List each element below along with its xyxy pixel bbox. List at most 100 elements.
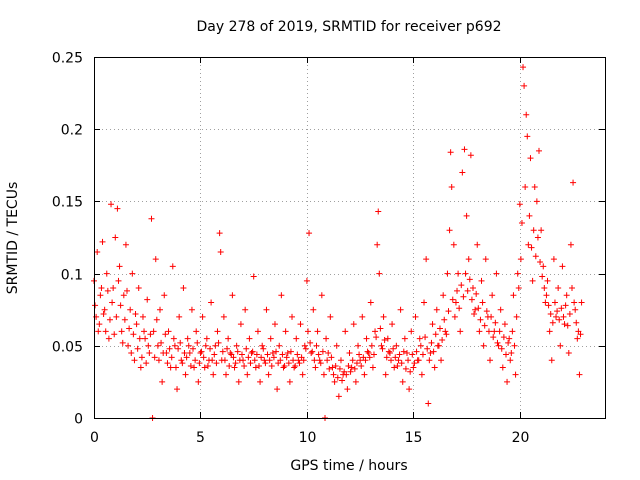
data-point (215, 339, 222, 346)
data-point (172, 364, 179, 371)
data-point (144, 296, 151, 303)
data-point (574, 335, 581, 342)
data-point (260, 345, 267, 352)
data-point (188, 306, 195, 313)
data-point (184, 335, 191, 342)
data-point (334, 374, 341, 381)
data-point (456, 305, 463, 312)
data-point (186, 350, 193, 357)
data-point (245, 354, 252, 361)
data-point (490, 334, 497, 341)
data-point (409, 351, 416, 358)
data-point (517, 256, 524, 263)
data-point (380, 313, 387, 320)
data-point (249, 348, 256, 355)
y-tick-label: 0.15 (52, 195, 83, 211)
data-point (399, 378, 406, 385)
data-point (178, 357, 185, 364)
data-point (544, 277, 551, 284)
data-point (355, 342, 362, 349)
data-point (191, 364, 198, 371)
data-point (279, 351, 286, 358)
data-point (124, 287, 131, 294)
data-point (182, 371, 189, 378)
data-point (416, 335, 423, 342)
data-point (462, 270, 469, 277)
data-point (319, 348, 326, 355)
data-point (311, 357, 318, 364)
data-point (174, 386, 181, 393)
data-point (118, 328, 125, 335)
data-point (454, 287, 461, 294)
data-point (356, 351, 363, 358)
data-point (108, 201, 115, 208)
data-point (342, 328, 349, 335)
data-point (425, 400, 432, 407)
data-point (101, 306, 108, 313)
data-point (383, 354, 390, 361)
data-point (276, 342, 283, 349)
data-point (297, 321, 304, 328)
data-point (216, 230, 223, 237)
data-point (224, 345, 231, 352)
data-point (477, 316, 484, 323)
data-point (467, 152, 474, 159)
data-point (541, 285, 548, 292)
data-point (568, 285, 575, 292)
data-point (424, 345, 431, 352)
data-point (98, 285, 105, 292)
x-tick-label: 20 (512, 430, 530, 446)
data-point (234, 348, 241, 355)
data-point (495, 342, 502, 349)
data-point (408, 328, 415, 335)
data-point (302, 345, 309, 352)
data-point (532, 253, 539, 260)
data-point (402, 365, 409, 372)
data-point (257, 378, 264, 385)
data-point (192, 357, 199, 364)
data-point (413, 348, 420, 355)
data-point (560, 313, 567, 320)
data-point (572, 306, 579, 313)
data-point (359, 313, 366, 320)
data-point (145, 342, 152, 349)
data-point (202, 342, 209, 349)
data-point (141, 328, 148, 335)
data-point (220, 313, 227, 320)
data-point (254, 328, 261, 335)
data-point (92, 302, 99, 309)
data-point (320, 371, 327, 378)
data-point (505, 339, 512, 346)
data-point (368, 342, 375, 349)
data-point (489, 292, 496, 299)
data-point (457, 328, 464, 335)
data-point (502, 351, 509, 358)
data-point (344, 386, 351, 393)
data-point (196, 360, 203, 367)
data-point (562, 302, 569, 309)
data-point (282, 328, 289, 335)
data-point (111, 331, 118, 338)
data-point (523, 111, 530, 118)
data-point (510, 292, 517, 299)
data-point (406, 386, 413, 393)
data-point (296, 360, 303, 367)
data-point (479, 299, 486, 306)
data-point (500, 334, 507, 341)
data-point (401, 335, 408, 342)
data-point (244, 371, 251, 378)
data-point (514, 270, 521, 277)
x-axis-label: GPS time / hours (290, 458, 407, 474)
data-point (525, 241, 532, 248)
data-point (542, 299, 549, 306)
data-point (278, 292, 285, 299)
data-point (549, 319, 556, 326)
data-point (289, 313, 296, 320)
data-point (431, 364, 438, 371)
data-point (521, 82, 528, 89)
data-point (483, 308, 490, 315)
data-point (539, 273, 546, 280)
data-point (112, 234, 119, 241)
data-point (363, 335, 370, 342)
data-point (237, 321, 244, 328)
